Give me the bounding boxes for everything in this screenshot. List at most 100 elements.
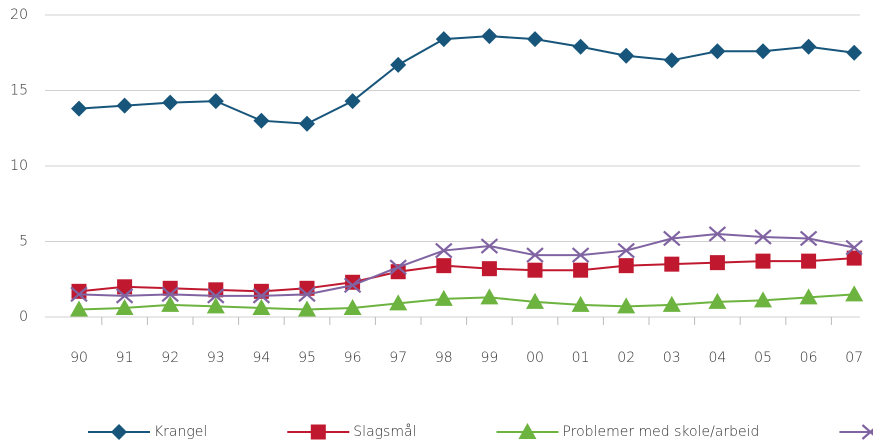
marker (527, 262, 543, 278)
marker (571, 247, 590, 263)
marker (709, 43, 726, 60)
series-line (78, 293, 855, 311)
x-tick-label: 02 (617, 350, 635, 366)
x-tick-label: 99 (480, 350, 498, 366)
marker (252, 298, 271, 315)
x-tick-label: 01 (572, 350, 590, 366)
marker (708, 292, 727, 309)
marker (526, 292, 544, 309)
marker (571, 295, 590, 312)
legend-label: Krangel (154, 424, 207, 440)
marker (481, 261, 497, 277)
series (71, 250, 862, 299)
marker (298, 286, 316, 303)
marker (846, 250, 862, 266)
x-tick-label: 93 (207, 350, 225, 366)
marker (206, 297, 225, 314)
marker (207, 288, 225, 304)
marker (299, 115, 315, 132)
marker (298, 300, 316, 317)
marker (115, 288, 134, 304)
marker (754, 291, 772, 308)
marker (71, 100, 87, 117)
marker (573, 262, 589, 278)
marker (662, 295, 681, 312)
y-tick-label: 5 (19, 234, 28, 250)
marker (343, 277, 362, 294)
marker (161, 286, 179, 303)
x-tick-label: 90 (70, 350, 88, 366)
marker (709, 255, 725, 271)
x-tick-label: 07 (845, 350, 863, 366)
marker (70, 286, 88, 303)
marker (845, 285, 864, 302)
x-tick-label: 95 (298, 350, 316, 366)
marker (861, 424, 873, 440)
marker (755, 43, 771, 60)
marker (70, 300, 88, 317)
marker (435, 31, 452, 48)
marker (115, 298, 134, 315)
marker (799, 230, 818, 247)
x-tick-label: 04 (708, 350, 726, 366)
marker (111, 424, 127, 440)
marker (617, 297, 636, 314)
marker (518, 423, 537, 439)
x-tick-label: 05 (754, 350, 772, 366)
marker (572, 38, 589, 55)
marker (846, 44, 863, 61)
marker (207, 93, 224, 110)
marker (801, 253, 817, 269)
marker (116, 97, 133, 114)
marker (618, 47, 635, 64)
marker (755, 253, 771, 269)
marker (390, 56, 407, 73)
marker (799, 288, 818, 305)
marker (480, 288, 499, 305)
marker (480, 238, 499, 254)
marker (481, 28, 498, 45)
x-tick-label: 03 (663, 350, 681, 366)
marker (708, 226, 727, 242)
y-tick-label: 0 (19, 309, 28, 325)
marker (161, 295, 180, 312)
x-tick-label: 91 (116, 350, 134, 366)
marker (71, 283, 87, 299)
marker (253, 112, 270, 129)
marker (663, 230, 681, 247)
x-tick-label: 00 (526, 350, 544, 366)
marker (663, 52, 680, 69)
marker (436, 258, 452, 274)
series (70, 285, 864, 317)
marker (389, 294, 408, 311)
series-line (78, 35, 855, 125)
x-tick-label: 06 (800, 350, 818, 366)
marker (162, 94, 179, 111)
marker (845, 239, 863, 256)
marker (754, 229, 772, 245)
x-tick-label: 92 (161, 350, 179, 366)
series (71, 28, 863, 132)
x-tick-label: 97 (389, 350, 407, 366)
marker (664, 256, 680, 272)
x-tick-label: 94 (252, 350, 270, 366)
marker (434, 289, 453, 306)
marker (310, 424, 326, 440)
x-tick-label: 98 (435, 350, 453, 366)
marker (435, 242, 453, 259)
marker (117, 279, 133, 295)
marker (343, 298, 362, 315)
x-tick-label: 96 (344, 350, 362, 366)
y-tick-label: 20 (10, 7, 28, 23)
legend-label: Slagsmål (353, 423, 416, 440)
series-line (78, 257, 855, 293)
marker (618, 258, 634, 274)
legend-label: Problemer med skole/arbeid (562, 424, 759, 440)
series-line (78, 232, 855, 297)
marker (526, 247, 544, 263)
marker (527, 31, 543, 48)
y-tick-label: 15 (10, 83, 28, 99)
marker (252, 288, 271, 304)
marker (617, 242, 635, 259)
